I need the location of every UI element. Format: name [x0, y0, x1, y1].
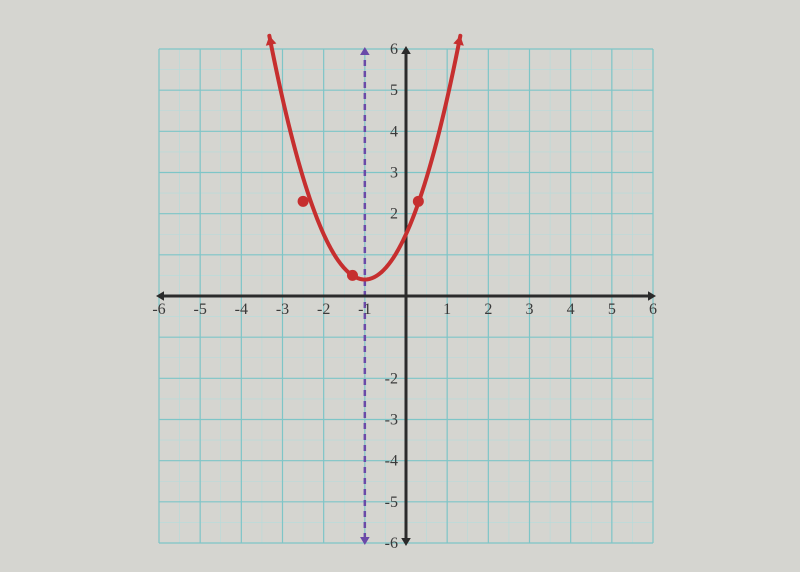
x-tick-label: -5 [194, 301, 207, 318]
y-tick-label: -2 [385, 370, 398, 387]
plotted-point [413, 196, 424, 207]
x-tick-label: 6 [649, 301, 657, 318]
x-tick-label: 3 [526, 301, 534, 318]
x-tick-label: 4 [567, 301, 575, 318]
x-tick-label: -1 [358, 301, 371, 318]
y-tick-label: -3 [385, 412, 398, 429]
plotted-point [347, 270, 358, 281]
y-tick-label: 5 [390, 82, 398, 99]
y-tick-label: 2 [390, 206, 398, 223]
x-tick-label: -2 [317, 301, 330, 318]
x-tick-label: 2 [484, 301, 492, 318]
plotted-point [298, 196, 309, 207]
x-tick-label: -6 [152, 301, 165, 318]
y-tick-label: -6 [385, 535, 398, 552]
x-tick-label: -4 [235, 301, 248, 318]
y-tick-label: 3 [390, 165, 398, 182]
coordinate-plane-chart: -6 -5 -4 -3 -2 -1 1 2 3 4 5 6 -6 -5 -4 -3 -2 2 3 4 5 6 [0, 0, 800, 572]
y-tick-label: 4 [390, 123, 398, 140]
x-tick-label: 1 [443, 301, 451, 318]
y-tick-label: -4 [385, 453, 398, 470]
y-tick-label: 6 [390, 41, 398, 58]
x-tick-label: -3 [276, 301, 289, 318]
y-tick-label: -5 [385, 494, 398, 511]
x-tick-label: 5 [608, 301, 616, 318]
